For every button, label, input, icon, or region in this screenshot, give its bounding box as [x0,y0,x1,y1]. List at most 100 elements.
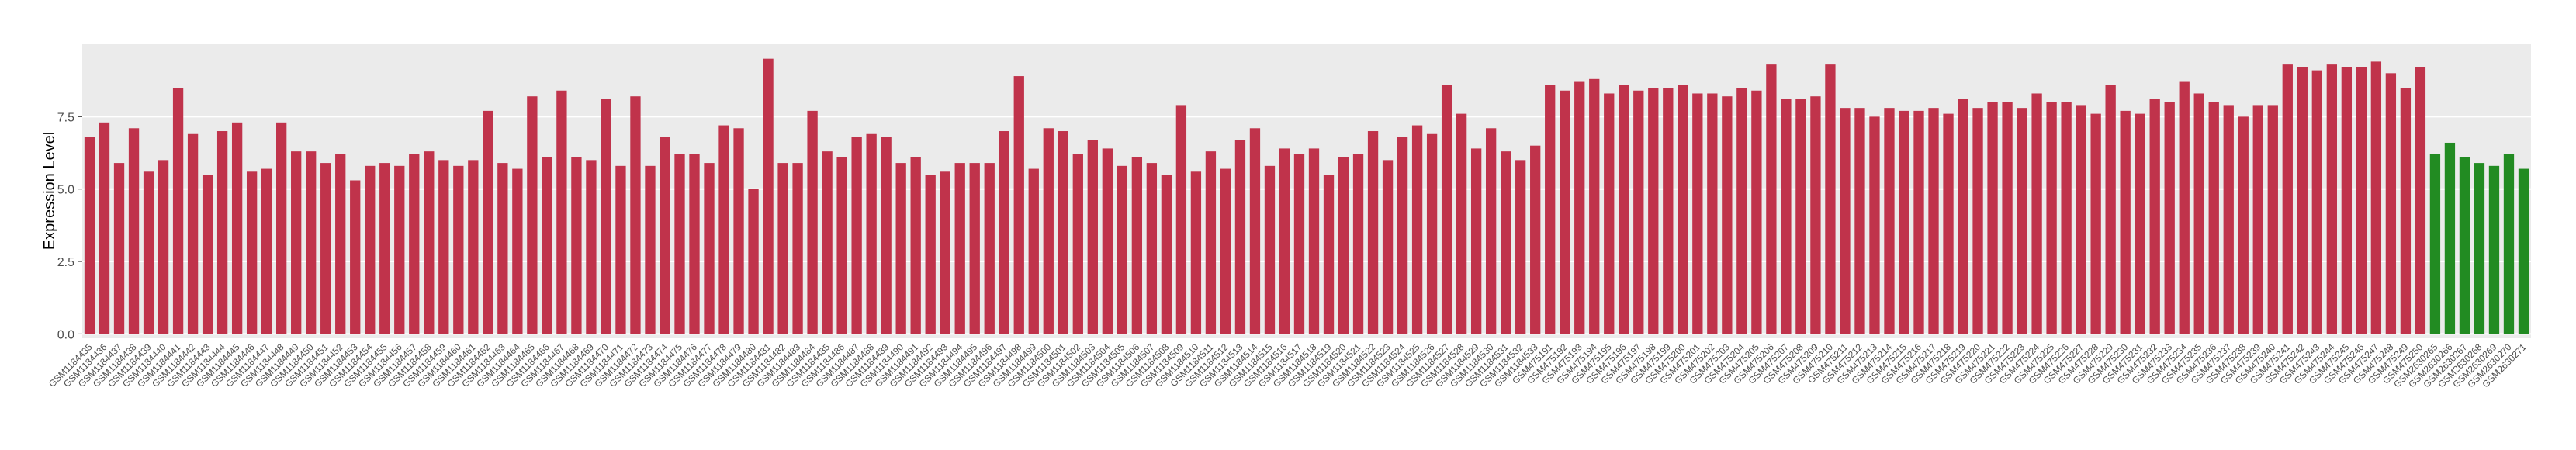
y-tick-label: 7.5 [57,111,74,124]
bar [1943,113,1954,334]
bar [895,163,906,334]
bar [1072,154,1083,334]
bar [99,122,110,334]
bar [674,154,685,334]
bar [1722,96,1733,334]
bar [1279,148,1290,334]
bar [851,137,862,334]
bar [1545,85,1556,334]
bar [2282,64,2293,334]
bar [1604,93,1615,334]
bar [1928,108,1939,334]
bar [1574,81,1585,334]
bar [2252,105,2263,334]
bar [2444,142,2456,334]
bar [1102,148,1113,334]
bar [689,154,700,334]
bar [2105,85,2116,334]
bar [143,171,154,334]
bar [276,122,287,334]
y-tick-label: 2.5 [57,256,74,269]
bar [1043,128,1054,334]
bar [1692,93,1703,334]
bar [1530,145,1541,334]
bar [1352,154,1364,334]
bar [172,88,184,334]
bar [1736,88,1747,334]
bar [2326,64,2337,334]
bar [128,128,140,334]
bar [512,168,523,334]
bar [1707,93,1718,334]
bar [231,122,243,334]
bar [954,163,965,334]
bar [1249,128,1261,334]
bar [1958,99,1968,334]
bar [2370,61,2382,334]
bar [1781,99,1792,334]
bar [335,154,346,334]
bar [1840,108,1851,334]
bar [1619,85,1629,334]
bar [1648,88,1659,334]
bar [2429,154,2441,334]
bar [630,96,641,334]
bar [379,163,390,334]
bar [733,128,744,334]
bar [158,160,169,334]
bar [1323,175,1335,334]
bar [748,189,759,334]
bar [601,99,611,334]
bar [1131,157,1143,334]
bar [2076,105,2086,334]
bar [1058,131,1068,334]
bar [1515,160,1526,334]
bar [969,163,980,334]
bar [527,96,538,334]
bar [468,160,479,334]
bar [645,165,656,334]
bar [1293,154,1305,334]
bar [1810,96,1821,334]
bar [1220,168,1231,334]
bar [365,165,376,334]
bar [2149,99,2160,334]
bar [556,90,567,334]
bar [202,175,213,334]
bar [866,133,877,334]
bar [2311,70,2322,334]
bar [1456,113,1467,334]
bar [2385,73,2397,334]
bar [1397,137,1408,334]
y-tick-label: 0.0 [57,328,74,341]
bar [2017,108,2027,334]
bar [1884,108,1895,334]
bar [2238,116,2249,334]
bar [2488,165,2500,334]
bar [1663,88,1674,334]
bar [2135,113,2145,334]
bar [497,163,508,334]
bar [2415,67,2426,334]
bar [1633,90,1644,334]
bar [1560,90,1570,334]
bar [320,163,331,334]
bar [2061,102,2072,334]
bar [306,151,317,334]
bar [2164,102,2175,334]
bar [1899,110,1909,334]
bar [984,163,995,334]
bar [2400,88,2412,334]
bar [2193,93,2204,334]
bar [704,163,715,334]
bar [2208,102,2219,334]
bar [1382,160,1394,334]
bar [763,58,774,334]
bar [940,171,950,334]
bar [1411,125,1423,334]
bar [999,131,1009,334]
bar [2474,163,2485,334]
bar [1146,163,1158,334]
bar [1485,128,1497,334]
